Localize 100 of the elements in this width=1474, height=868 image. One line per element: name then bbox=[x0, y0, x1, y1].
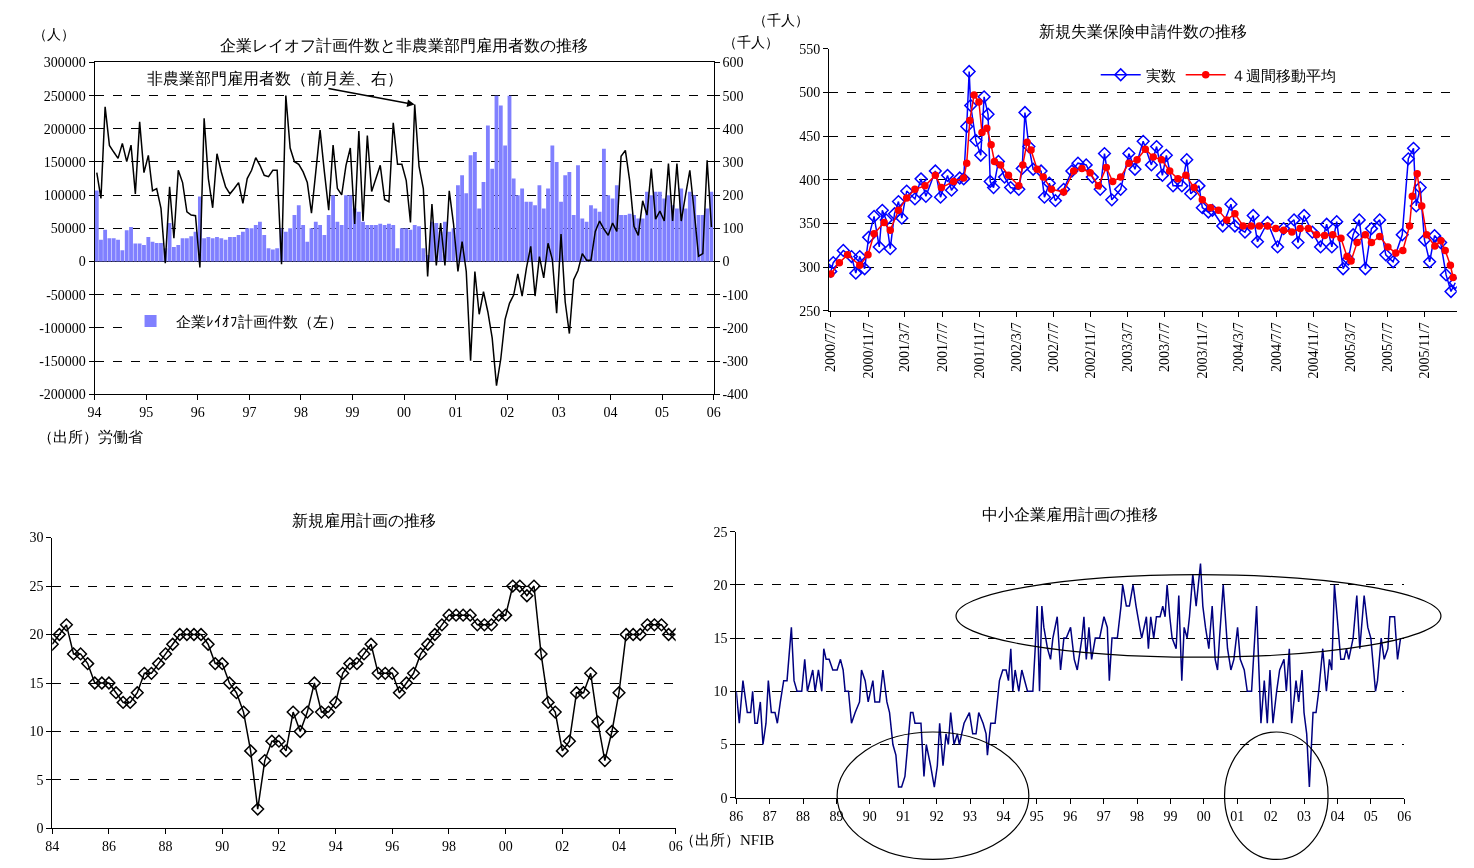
legend-label: 実数 bbox=[1145, 67, 1176, 84]
y2-tick-label: -100 bbox=[722, 287, 749, 303]
y-tick-label: 0 bbox=[720, 790, 728, 806]
x-tick-label: 02 bbox=[1263, 808, 1278, 824]
y-axis-title: （千人） bbox=[753, 13, 809, 28]
x-tick-label: 00 bbox=[397, 405, 412, 421]
x-tick-label: 89 bbox=[829, 808, 844, 824]
x-tick-label: 00 bbox=[1196, 808, 1211, 824]
y2-tick-label: 600 bbox=[722, 55, 744, 71]
x-tick-label: 97 bbox=[242, 405, 257, 421]
x-tick-label: 90 bbox=[862, 808, 877, 824]
x-tick-label: 02 bbox=[500, 405, 515, 421]
x-tick-label: 2004/7/7 bbox=[1268, 322, 1284, 373]
x-tick-label: 01 bbox=[1230, 808, 1245, 824]
x-tick-label: 01 bbox=[448, 405, 463, 421]
y2-tick-label: 200 bbox=[722, 188, 744, 204]
y-tick-label: -200000 bbox=[39, 387, 86, 403]
x-tick-label: 94 bbox=[87, 405, 102, 421]
x-tick-label: 86 bbox=[729, 808, 744, 824]
x-tick-label: 04 bbox=[603, 405, 618, 421]
y-tick-label: 150000 bbox=[43, 154, 86, 170]
x-tick-label: 2003/3/7 bbox=[1119, 322, 1135, 373]
text: （出所）労働省 bbox=[38, 429, 143, 445]
y-tick-label: 550 bbox=[799, 41, 821, 57]
x-tick-label: 2005/7/7 bbox=[1379, 322, 1395, 373]
y-tick-label: 10 bbox=[29, 724, 44, 740]
y2-tick-label: -200 bbox=[722, 320, 749, 336]
y-tick-label: 20 bbox=[29, 627, 44, 643]
y2-tick-label: -300 bbox=[722, 353, 749, 369]
x-tick-label: 90 bbox=[215, 839, 230, 855]
y-tick-label: 30 bbox=[29, 530, 44, 546]
y-tick-label: 50000 bbox=[50, 221, 86, 237]
chart-title: 新規失業保険申請件数の推移 bbox=[1039, 23, 1247, 40]
y-tick-label: 15 bbox=[29, 675, 44, 691]
y-tick-label: 100000 bbox=[43, 188, 86, 204]
x-tick-label: 05 bbox=[655, 405, 670, 421]
x-tick-label: 94 bbox=[996, 808, 1011, 824]
x-tick-label: 00 bbox=[498, 839, 513, 855]
y-tick-label: 200000 bbox=[43, 121, 86, 137]
x-tick-label: 2002/11/7 bbox=[1083, 322, 1099, 379]
y2-axis-title: （千人） bbox=[723, 35, 779, 50]
x-tick-label: 91 bbox=[896, 808, 911, 824]
x-tick-label: 98 bbox=[1130, 808, 1145, 824]
y-tick-label: 0 bbox=[36, 821, 44, 837]
x-tick-label: 92 bbox=[271, 839, 286, 855]
x-tick-label: 84 bbox=[45, 839, 60, 855]
x-tick-label: 2001/7/7 bbox=[934, 322, 950, 373]
x-tick-label: 95 bbox=[1029, 808, 1044, 824]
x-tick-label: 92 bbox=[929, 808, 944, 824]
y-tick-label: 25 bbox=[29, 578, 44, 594]
x-tick-label: 2002/7/7 bbox=[1045, 322, 1061, 373]
x-tick-label: 2004/3/7 bbox=[1231, 322, 1247, 373]
x-tick-label: 02 bbox=[555, 839, 570, 855]
legend-label: 企業ﾚｲｵﾌ計画件数（左） bbox=[175, 313, 343, 330]
y-tick-label: -150000 bbox=[39, 353, 86, 369]
y-tick-label: -100000 bbox=[39, 320, 86, 336]
legend-label: ４週間移動平均 bbox=[1230, 67, 1336, 84]
x-tick-label: 96 bbox=[385, 839, 400, 855]
y-tick-label: 25 bbox=[713, 524, 728, 540]
y-tick-label: 400 bbox=[799, 172, 821, 188]
y-tick-label: 5 bbox=[720, 737, 728, 753]
x-tick-label: 2003/11/7 bbox=[1194, 322, 1210, 379]
x-tick-label: 06 bbox=[706, 405, 721, 421]
y-tick-label: 500 bbox=[799, 85, 821, 101]
x-tick-label: 04 bbox=[1330, 808, 1345, 824]
y-tick-label: 15 bbox=[713, 630, 728, 646]
x-tick-label: 96 bbox=[190, 405, 205, 421]
x-tick-label: 86 bbox=[101, 839, 116, 855]
x-tick-label: 93 bbox=[963, 808, 978, 824]
x-tick-label: 2003/7/7 bbox=[1157, 322, 1173, 373]
x-tick-label: 88 bbox=[158, 839, 173, 855]
x-tick-label: 2000/11/7 bbox=[860, 322, 876, 379]
x-tick-label: 03 bbox=[1297, 808, 1312, 824]
x-tick-label: 98 bbox=[441, 839, 456, 855]
x-tick-label: 04 bbox=[612, 839, 627, 855]
y-tick-label: 300 bbox=[799, 259, 821, 275]
x-tick-label: 97 bbox=[1096, 808, 1111, 824]
y-tick-label: 250 bbox=[799, 303, 821, 319]
y-tick-label: 300000 bbox=[43, 55, 86, 71]
x-tick-label: 88 bbox=[796, 808, 811, 824]
x-tick-label: 03 bbox=[551, 405, 566, 421]
x-tick-label: 99 bbox=[345, 405, 360, 421]
x-tick-label: 87 bbox=[762, 808, 777, 824]
y-axis-title: （人） bbox=[33, 27, 75, 42]
y2-tick-label: -400 bbox=[722, 387, 749, 403]
x-tick-label: 2001/3/7 bbox=[897, 322, 913, 373]
y-tick-label: 20 bbox=[713, 577, 728, 593]
y-tick-label: 250000 bbox=[43, 88, 86, 104]
x-tick-label: 94 bbox=[328, 839, 343, 855]
x-tick-label: 2000/7/7 bbox=[823, 322, 839, 373]
y-tick-label: 5 bbox=[36, 772, 44, 788]
x-tick-label: 2005/11/7 bbox=[1417, 322, 1433, 379]
y-tick-label: 0 bbox=[78, 254, 86, 270]
x-tick-label: 2001/11/7 bbox=[972, 322, 988, 379]
x-tick-label: 2005/3/7 bbox=[1342, 322, 1358, 373]
x-tick-label: 98 bbox=[293, 405, 308, 421]
x-tick-label: 06 bbox=[1397, 808, 1412, 824]
annotation: 非農業部門雇用者数（前月差、右） bbox=[147, 70, 403, 87]
y-tick-label: -50000 bbox=[46, 287, 86, 303]
x-tick-label: 99 bbox=[1163, 808, 1178, 824]
